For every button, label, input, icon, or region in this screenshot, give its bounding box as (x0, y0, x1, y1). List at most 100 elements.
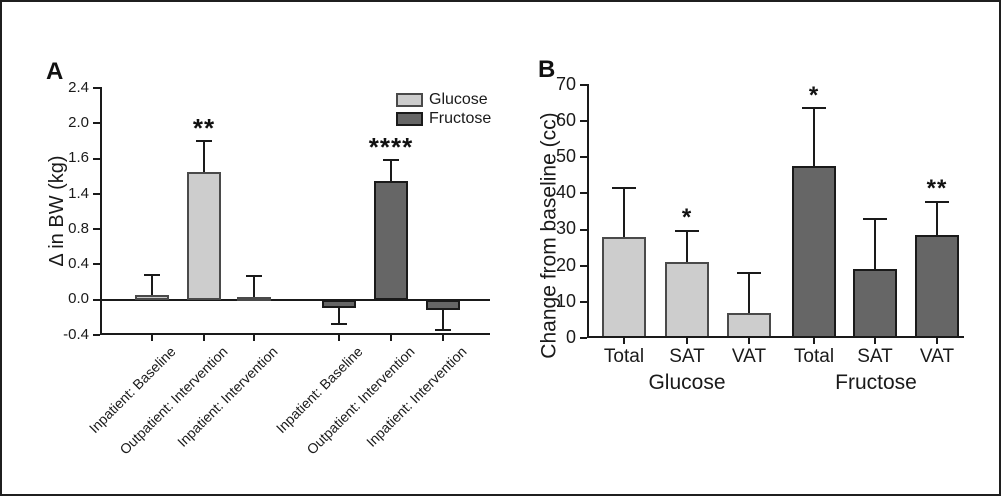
error-cap (675, 230, 699, 233)
y-tick (93, 157, 100, 160)
y-tick (93, 122, 100, 125)
glucose-legend-label: Glucose (429, 90, 488, 108)
error-cap (863, 217, 887, 220)
bar-fructose-vat (915, 234, 959, 338)
y-tick (93, 192, 100, 195)
y-axis-line (100, 87, 102, 335)
bar-fructose-total (792, 166, 836, 338)
y-tick (93, 87, 100, 89)
y-tick-label: 2.4 (68, 78, 89, 96)
y-tick (580, 264, 587, 267)
y-tick-label: 30 (555, 218, 576, 239)
x-tick (623, 338, 625, 344)
glucose-legend-swatch (396, 92, 423, 107)
sig-fructose-total: * (808, 81, 820, 109)
x-tick (203, 335, 205, 341)
y-tick-label: 60 (555, 109, 576, 130)
error-cap (802, 107, 826, 110)
error-bar (623, 188, 625, 237)
x-tick (874, 338, 876, 344)
y-tick (580, 337, 587, 339)
x-tick (253, 335, 255, 341)
legend-item-fructose: Fructose (396, 109, 491, 128)
error-cap (331, 323, 347, 326)
y-tick (93, 298, 100, 301)
error-cap (383, 159, 399, 162)
error-bar (686, 231, 688, 263)
error-bar (338, 307, 340, 325)
error-bar (813, 108, 815, 167)
x-tick-label-glucose-sat: SAT (669, 346, 705, 367)
y-tick-label: 0.0 (68, 290, 89, 308)
error-cap (196, 139, 212, 142)
y-tick (580, 228, 587, 231)
bar-glucose-outpatient-intervention (187, 171, 221, 300)
x-axis-line (100, 333, 490, 335)
bar-fructose-sat (853, 269, 897, 338)
sig-glucose-outpatient-intervention: ** (192, 112, 216, 143)
y-tick-label: -0.4 (63, 325, 89, 343)
y-tick-label: 0 (565, 326, 576, 347)
x-tick-label-fructose-vat: VAT (919, 346, 955, 367)
x-axis-line (587, 336, 964, 338)
x-tick (813, 338, 815, 344)
x-tick (748, 338, 750, 344)
fructose-legend-label: Fructose (429, 109, 492, 127)
y-tick (93, 263, 100, 266)
error-bar (748, 272, 750, 313)
y-tick-label: 40 (555, 182, 576, 203)
error-bar (874, 218, 876, 270)
x-tick-label-glucose-vat: VAT (731, 346, 767, 367)
x-tick-label-glucose-total: Total (603, 346, 645, 367)
error-cap (737, 271, 761, 274)
error-cap (925, 201, 949, 204)
zero-line (102, 298, 490, 301)
bar-fructose-inpatient-intervention (426, 299, 460, 311)
y-tick (93, 334, 100, 336)
x-tick (151, 335, 153, 341)
panel-a-label: A (46, 58, 64, 85)
legend-item-glucose: Glucose (396, 90, 491, 109)
sig-fructose-outpatient-intervention: **** (368, 132, 414, 163)
error-cap (144, 274, 160, 276)
sig-fructose-vat: ** (926, 175, 948, 203)
error-bar (203, 140, 205, 172)
error-bar (936, 202, 938, 235)
error-bar (442, 310, 444, 330)
fructose-legend-swatch (396, 111, 423, 126)
x-tick (936, 338, 938, 344)
legend: Glucose Fructose (396, 90, 491, 128)
x-tick (686, 338, 688, 344)
group-label-fructose: Fructose (835, 371, 917, 394)
bar-glucose-total (602, 236, 646, 338)
y-tick-label: 70 (555, 73, 576, 94)
sig-glucose-sat: * (681, 204, 693, 232)
x-tick (442, 335, 444, 341)
bar-glucose-inpatient-baseline (135, 295, 169, 300)
y-tick-label: 2.0 (68, 113, 89, 131)
y-tick-label: 50 (555, 146, 576, 167)
y-tick (93, 228, 100, 231)
x-tick (338, 335, 340, 341)
y-tick-label: 20 (555, 254, 576, 275)
error-bar (151, 275, 153, 296)
y-tick-label: 0.4 (68, 255, 89, 273)
error-bar (390, 160, 392, 181)
panel-b-label: B (538, 56, 556, 83)
bar-glucose-inpatient-intervention (237, 297, 271, 302)
y-tick-label: 1.4 (68, 184, 89, 202)
error-cap (246, 274, 262, 277)
panel-a-plot-area: Inpatient: Baseline ** Outpatient: Interve… (63, 79, 490, 458)
x-tick (390, 335, 392, 341)
bar-fructose-inpatient-baseline (322, 299, 356, 308)
error-cap (435, 328, 451, 331)
panel-b-plot-area: Total * SAT VAT * Total SAT ** VAT Glucose Fructos… (556, 74, 964, 394)
y-tick (580, 156, 587, 159)
y-tick (580, 120, 587, 123)
bar-glucose-sat (665, 262, 709, 338)
x-tick-label-fructose-sat: SAT (857, 346, 893, 367)
group-label-glucose: Glucose (648, 371, 726, 394)
